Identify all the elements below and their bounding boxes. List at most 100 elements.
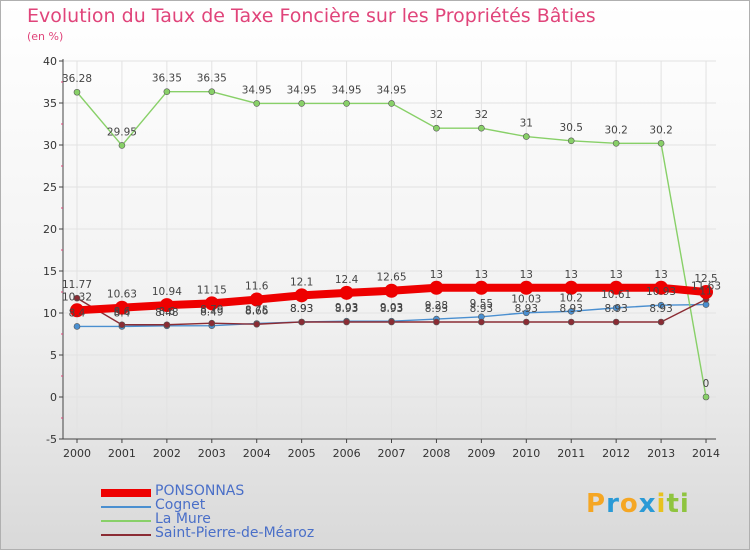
data-labels: 8.4 8.4 8.48 8.49 8.75 8.93 9.03 9.03 9.28 9.55 10… bbox=[62, 73, 721, 390]
x-tick-label: 2013 bbox=[647, 447, 675, 460]
x-tick-label: 2014 bbox=[692, 447, 720, 460]
x-tick-label: 2009 bbox=[467, 447, 495, 460]
data-label: 12.1 bbox=[290, 276, 313, 288]
x-tick-label: 2000 bbox=[63, 447, 91, 460]
data-point bbox=[478, 124, 485, 132]
data-point bbox=[249, 292, 264, 307]
data-label: 12.65 bbox=[376, 272, 406, 284]
logo-letter: t bbox=[666, 489, 680, 519]
data-label: 36.35 bbox=[152, 73, 182, 85]
data-point bbox=[208, 319, 216, 327]
data-point bbox=[567, 137, 575, 145]
y-tick-label: 40 bbox=[43, 55, 57, 68]
x-tick-label: 2011 bbox=[557, 447, 585, 460]
data-label: 10.2 bbox=[560, 292, 583, 304]
data-point bbox=[564, 280, 579, 295]
data-label: 10.63 bbox=[107, 289, 137, 301]
y-tick-label: 20 bbox=[43, 223, 57, 236]
data-label: 30.2 bbox=[649, 124, 672, 136]
data-label: 0 bbox=[703, 378, 710, 390]
data-label: 8.93 bbox=[515, 303, 538, 315]
y-tick-label: 0 bbox=[50, 391, 57, 404]
data-label: 8.93 bbox=[470, 303, 493, 315]
data-point bbox=[612, 304, 620, 312]
data-point bbox=[253, 100, 261, 107]
data-label: 10.94 bbox=[152, 286, 182, 298]
data-point bbox=[612, 318, 620, 326]
data-point bbox=[163, 88, 171, 95]
data-label: 8.93 bbox=[425, 303, 448, 315]
data-point bbox=[339, 285, 354, 300]
data-label: 9.03 bbox=[380, 302, 403, 314]
data-point bbox=[118, 142, 126, 149]
logo-letter: r bbox=[606, 489, 620, 519]
axes: -5 0 5 10 15 20 25 30 35 40 2000 2001 2002 2003 2004 20… bbox=[43, 55, 720, 460]
data-point bbox=[612, 140, 620, 147]
data-point bbox=[388, 100, 395, 107]
data-label: 29.95 bbox=[107, 126, 137, 138]
data-label: 12.4 bbox=[335, 274, 359, 286]
data-label: 11 bbox=[699, 286, 712, 298]
legend-label: PONSONNAS bbox=[155, 483, 245, 499]
data-label: 11.77 bbox=[62, 279, 92, 291]
data-point bbox=[163, 321, 171, 329]
data-point bbox=[118, 321, 126, 329]
data-label: 8.66 bbox=[245, 305, 269, 317]
proxiti-logo: Proxiti bbox=[586, 489, 690, 519]
data-point bbox=[294, 288, 309, 303]
data-label: 13 bbox=[475, 269, 488, 281]
data-point bbox=[699, 285, 714, 299]
data-label: 8.79 bbox=[200, 304, 223, 316]
data-point bbox=[522, 133, 530, 140]
data-point bbox=[73, 323, 81, 330]
x-tick-label: 2010 bbox=[512, 447, 540, 460]
data-point bbox=[433, 318, 440, 326]
y-tick-label: 30 bbox=[43, 139, 57, 152]
y-tick-label: -5 bbox=[46, 433, 57, 446]
x-tick-label: 2006 bbox=[333, 447, 361, 460]
data-label: 34.95 bbox=[376, 84, 406, 96]
y-axis-unit-label: (en %) bbox=[27, 30, 64, 43]
data-point bbox=[208, 88, 216, 95]
y-tick-label: 5 bbox=[50, 349, 57, 362]
data-label: 34.95 bbox=[287, 84, 317, 96]
data-point bbox=[253, 320, 261, 328]
data-label: 8.93 bbox=[604, 303, 627, 315]
data-label: 10.03 bbox=[511, 294, 541, 306]
y-tick-label: 35 bbox=[43, 97, 57, 110]
legend-swatch bbox=[101, 534, 151, 536]
data-point bbox=[73, 294, 81, 302]
data-point bbox=[204, 296, 219, 311]
legend-label: Saint-Pierre-de-Méaroz bbox=[155, 525, 315, 541]
data-label: 13 bbox=[654, 269, 667, 281]
data-point bbox=[343, 100, 350, 107]
data-label: 30.2 bbox=[604, 124, 627, 136]
legend-swatch bbox=[101, 520, 151, 522]
data-point bbox=[114, 300, 129, 315]
data-label: 13 bbox=[609, 269, 622, 281]
data-label: 9.03 bbox=[335, 302, 358, 314]
data-point bbox=[478, 318, 485, 326]
data-point bbox=[70, 303, 84, 318]
data-label: 8.93 bbox=[290, 303, 313, 315]
data-point bbox=[298, 100, 305, 107]
data-label: 8.93 bbox=[560, 303, 583, 315]
legend-swatch bbox=[101, 506, 151, 508]
data-label: 12.5 bbox=[694, 273, 717, 285]
logo-letter: P bbox=[586, 489, 607, 519]
y-tick-label: 10 bbox=[43, 307, 57, 320]
x-tick-label: 2008 bbox=[422, 447, 450, 460]
x-tick-label: 2007 bbox=[378, 447, 406, 460]
data-point bbox=[429, 280, 444, 295]
logo-letter: x bbox=[638, 489, 657, 519]
data-point bbox=[609, 280, 624, 295]
data-point bbox=[384, 283, 399, 298]
data-label: 8.4 bbox=[69, 307, 86, 319]
chart-title: Evolution du Taux de Taxe Foncière sur l… bbox=[27, 5, 596, 27]
legend-swatch bbox=[101, 489, 151, 497]
data-label: 13 bbox=[565, 269, 578, 281]
data-label: 32 bbox=[475, 109, 488, 121]
data-point bbox=[298, 318, 305, 326]
data-point bbox=[519, 280, 534, 295]
